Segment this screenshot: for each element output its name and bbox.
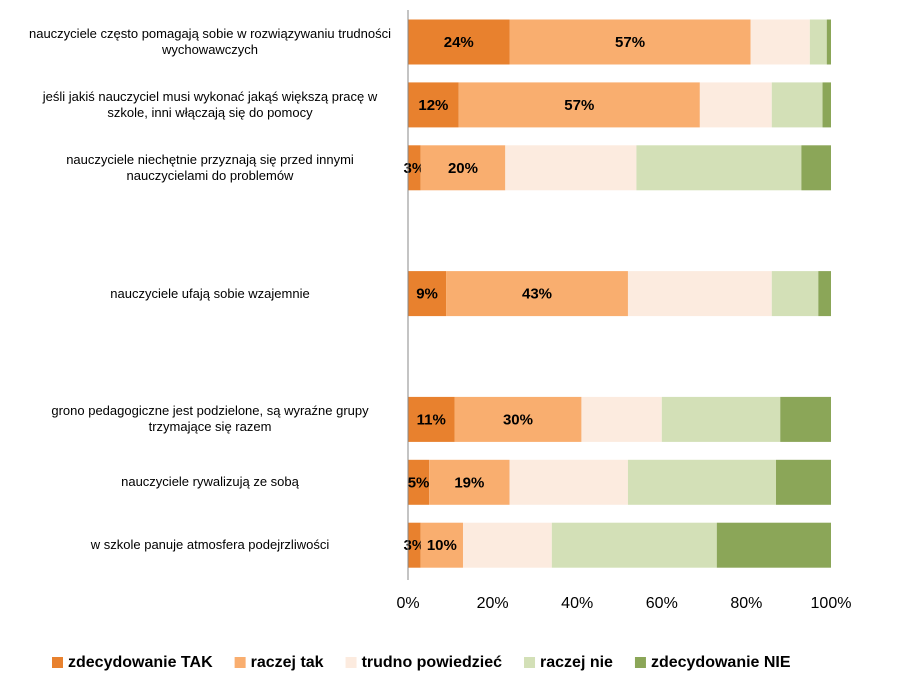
bar-segment (454, 396, 582, 442)
legend-swatch (52, 657, 63, 668)
bar-segment (509, 459, 628, 505)
bar-segment (826, 19, 831, 65)
bar-segment (627, 459, 777, 505)
bar-segment (750, 19, 810, 65)
value-label: 3% (404, 537, 426, 554)
bar-segment (809, 19, 827, 65)
bar-segment (716, 522, 831, 568)
value-label: 5% (408, 474, 430, 491)
value-label: 12% (418, 97, 448, 114)
value-label: 11% (417, 411, 446, 428)
category-label: nauczyciele niechętnie przyznają się prz… (66, 151, 354, 183)
legend-swatch (634, 657, 646, 668)
category-label: w szkole panuje atmosfera podejrzliwości (90, 537, 330, 553)
bar-segment (771, 82, 823, 128)
legend-swatch (234, 657, 246, 668)
bar-segment (771, 271, 819, 317)
value-label: 57% (564, 97, 594, 114)
legend-label: raczej tak (251, 654, 324, 671)
category-label: grono pedagogiczne jest podzielone, są w… (51, 403, 369, 435)
value-label: 3% (404, 160, 426, 177)
bar-segment (505, 145, 637, 191)
category-label: nauczyciele ufają sobie wzajemnie (110, 285, 310, 301)
bar-segment (408, 459, 430, 505)
bar-segment (458, 82, 700, 128)
bar-segment (636, 145, 802, 191)
value-label: 30% (503, 411, 533, 428)
bar-segment (699, 82, 772, 128)
bar-segment (429, 459, 510, 505)
bar-segment (462, 522, 552, 568)
x-tick-label: 0% (396, 595, 419, 612)
value-label: 19% (454, 474, 484, 491)
bar-segment (776, 459, 831, 505)
bar-segment (551, 522, 717, 568)
legend-swatch (524, 657, 536, 668)
legend-swatch (345, 657, 357, 668)
bar-segment (408, 271, 447, 317)
category-label: nauczyciele rywalizują ze sobą (121, 474, 299, 490)
bar-segment (408, 522, 421, 568)
bar-segment (420, 522, 463, 568)
legend-label: trudno powiedzieć (362, 654, 503, 671)
x-tick-label: 80% (730, 595, 762, 612)
bar-segment (801, 145, 831, 191)
bar-segment (509, 19, 751, 65)
category-label: jeśli jakiś nauczyciel musi wykonać jaką… (42, 88, 378, 120)
bar-segment (822, 82, 831, 128)
value-label: 24% (444, 34, 474, 51)
legend-label: zdecydowanie TAK (68, 654, 213, 671)
bar-segment (408, 396, 455, 442)
bar-segment (780, 396, 831, 442)
bar-segment (661, 396, 781, 442)
value-label: 57% (615, 34, 645, 51)
legend-label: zdecydowanie NIE (651, 654, 791, 671)
x-tick-label: 60% (646, 595, 678, 612)
legend-label: raczej nie (540, 654, 613, 671)
category-label: nauczyciele często pomagają sobie w rozw… (28, 26, 391, 57)
bar-segment (818, 271, 831, 317)
x-tick-label: 40% (561, 595, 593, 612)
x-tick-label: 100% (811, 595, 852, 612)
x-tick-label: 20% (477, 595, 509, 612)
bar-segment (408, 82, 459, 128)
value-label: 43% (522, 286, 552, 303)
bar-segment (446, 271, 628, 317)
value-label: 9% (416, 286, 438, 303)
bar-segment (408, 19, 510, 65)
value-label: 20% (448, 160, 478, 177)
bar-segment (420, 145, 506, 191)
bar-segment (627, 271, 772, 317)
bar-segment (408, 145, 421, 191)
value-label: 10% (427, 537, 457, 554)
bar-segment (581, 396, 662, 442)
